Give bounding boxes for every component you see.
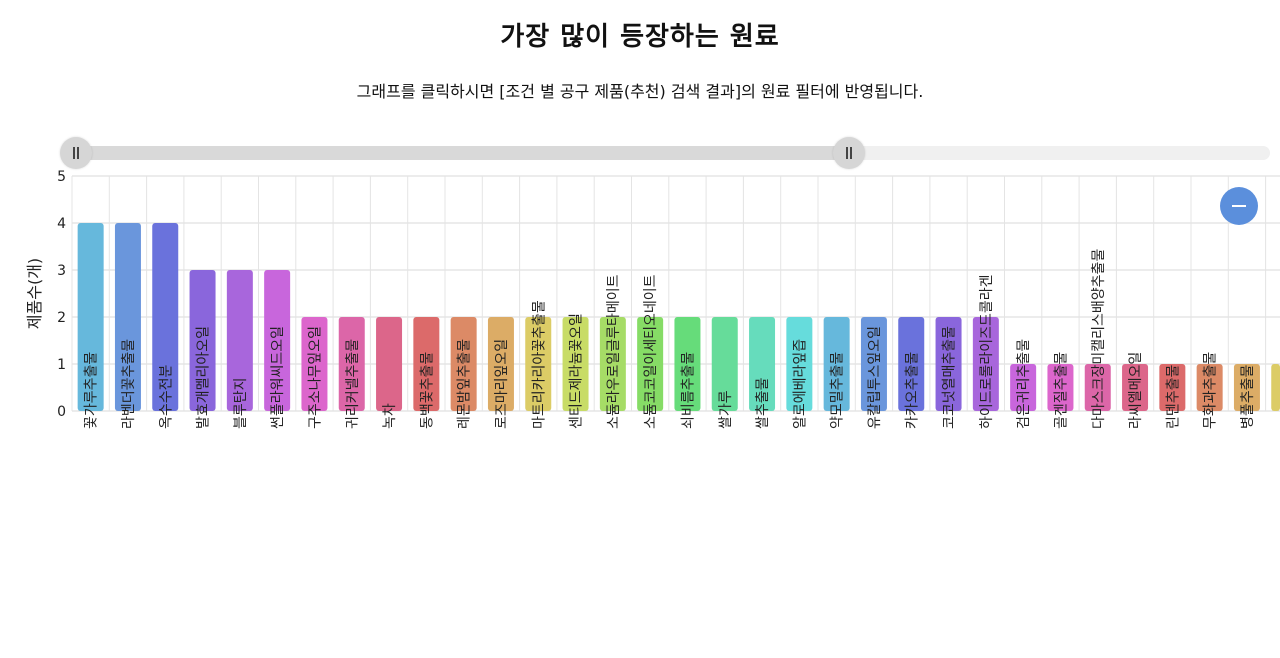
zoom-out-button[interactable] [1220,187,1258,225]
bar[interactable] [637,317,664,411]
x-category-label: 검은귀리추출물 [1016,339,1032,429]
y-tick-label: 1 [57,357,66,373]
bar[interactable] [114,223,141,411]
bar[interactable] [1122,364,1149,411]
x-category-label: 옥수수전분 [158,364,174,429]
bar[interactable] [487,317,514,411]
x-category-label: 라씨엘메오일 [1128,352,1144,429]
x-category-label: 린덴추출물 [1165,364,1181,429]
range-slider-start-handle[interactable] [60,137,92,169]
bar[interactable] [749,317,776,411]
y-tick-label: 3 [57,263,66,279]
x-category-label: 녹차 [382,403,398,429]
x-category-label: 발효개멜리아오일 [196,326,212,429]
bar[interactable] [1196,364,1223,411]
bar[interactable] [898,317,925,411]
x-category-label: 다마스크장미캘리스배양추출물 [1091,249,1107,429]
x-category-label: 약모밀추출물 [830,352,846,429]
x-category-label: 레몬밤잎추출물 [457,339,473,429]
bar[interactable] [525,317,552,411]
x-category-label: 귀리커넬추출물 [345,339,361,429]
bar[interactable] [823,317,850,411]
x-category-label: 썬플라워씨드오일 [270,326,286,429]
page-subtitle: 그래프를 클릭하시면 [조건 별 공구 제품(추천) 검색 결과]의 원료 필터… [356,82,924,101]
x-category-label: 쌀추출물 [755,377,771,429]
bar[interactable] [77,223,104,411]
bar[interactable] [1010,364,1037,411]
x-category-label: 라벤더꽃추출물 [121,339,137,429]
y-tick-label: 4 [57,216,66,232]
x-category-label: 소듐라우로일글루타메이트 [606,274,622,429]
bar[interactable] [226,270,253,411]
range-slider-selected[interactable] [76,146,849,160]
x-category-label: 유칼립투스잎오일 [867,326,883,429]
bar[interactable] [1271,364,1280,411]
bar[interactable] [972,317,999,411]
bar[interactable] [264,270,291,411]
bar[interactable] [413,317,440,411]
bar[interactable] [562,317,589,411]
x-category-label: 쌀가루 [718,390,734,429]
bar[interactable] [860,317,887,411]
x-category-label: 동백꽃추출물 [419,352,435,429]
x-category-label: 알로에베라잎즙 [792,339,808,429]
x-category-label: 센티드제라늄꽃오일 [569,313,585,429]
bar[interactable] [674,317,701,411]
y-tick-label: 0 [57,404,66,420]
x-category-label: 마트리카리아꽃추출물 [531,300,547,429]
bar[interactable] [301,317,328,411]
x-category-label: 골겐질추출물 [1053,352,1069,429]
bar[interactable] [189,270,216,411]
bar[interactable] [599,317,626,411]
y-tick-label: 5 [57,169,66,185]
x-category-label: 쇠비름추출물 [680,352,696,429]
x-category-label: 카카오추출물 [904,352,920,429]
x-category-label: 블루탄지 [233,377,249,429]
bar[interactable] [450,317,477,411]
x-category-label: 꽃가루추출물 [84,352,100,429]
x-category-label: 병풀추출물 [1240,364,1256,429]
bar[interactable] [1159,364,1186,411]
bar[interactable] [376,317,403,411]
bar[interactable] [152,223,179,411]
bar[interactable] [711,317,738,411]
bar[interactable] [786,317,813,411]
bar[interactable] [1047,364,1074,411]
x-category-label: 소듐코코일이세티오네이트 [643,274,659,429]
page-title: 가장 많이 등장하는 원료 [500,22,780,52]
x-category-label: 구주소나무잎오일 [307,326,323,429]
x-category-label: 무화과추출물 [1203,352,1219,429]
y-tick-label: 2 [57,310,66,326]
x-category-label: 코코넛열매추출물 [942,326,958,429]
range-slider-end-handle[interactable] [833,137,865,169]
bar[interactable] [935,317,962,411]
bar[interactable] [1084,364,1111,411]
bar[interactable] [1233,364,1260,411]
bar[interactable] [338,317,365,411]
x-category-label: 하이드로롤라이즈드콜라겐 [979,274,995,429]
y-axis-title: 제품수(개) [25,258,44,329]
x-category-label: 로즈마리잎오일 [494,339,510,429]
